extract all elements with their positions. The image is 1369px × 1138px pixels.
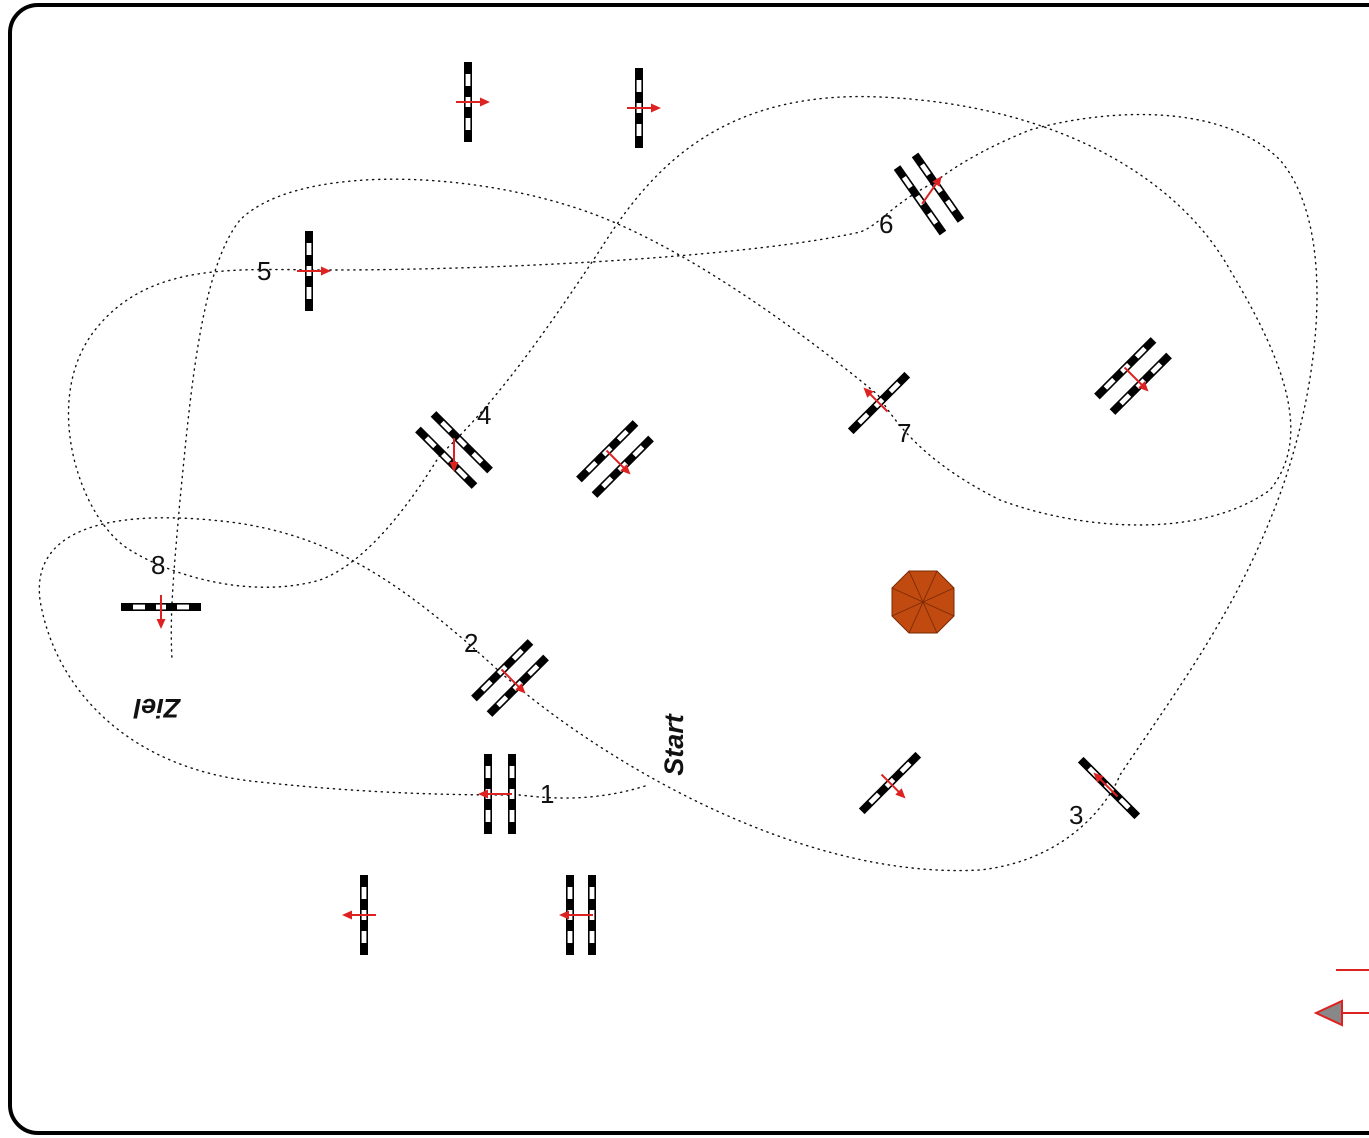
legend-arrow-icon [1313,969,1369,1027]
obstacle-number-2: 2 [464,628,478,658]
obstacle-number-7: 7 [897,418,911,448]
obstacle-2 [471,639,549,717]
riding-route [38,95,1318,872]
obstacle-1 [477,754,516,834]
obstacle-number-6: 6 [879,209,893,239]
flower-decoration [891,570,955,634]
obstacle-extra-center-double [576,420,654,498]
obstacle-extra-top-middle [626,68,662,148]
obstacle-extra-lower-double [558,875,596,955]
obstacle-number-5: 5 [257,256,271,286]
start-label: Start [659,713,689,776]
obstacle-3 [1077,756,1141,820]
obstacle-number-3: 3 [1069,800,1083,830]
course-frame [8,3,1369,1135]
obstacle-number-4: 4 [477,400,491,430]
finish-label: Ziel [133,693,181,723]
obstacle-extra-lower-middle [858,751,922,815]
obstacle-extra-top-left [455,62,491,142]
obstacle-number-1: 1 [540,779,554,809]
obstacle-8 [121,594,201,630]
obstacle-6 [893,152,965,236]
obstacle-extra-lower-left [341,875,377,955]
obstacle-5 [296,231,332,311]
obstacle-number-8: 8 [151,550,165,580]
obstacle-extra-right-double [1094,337,1172,415]
